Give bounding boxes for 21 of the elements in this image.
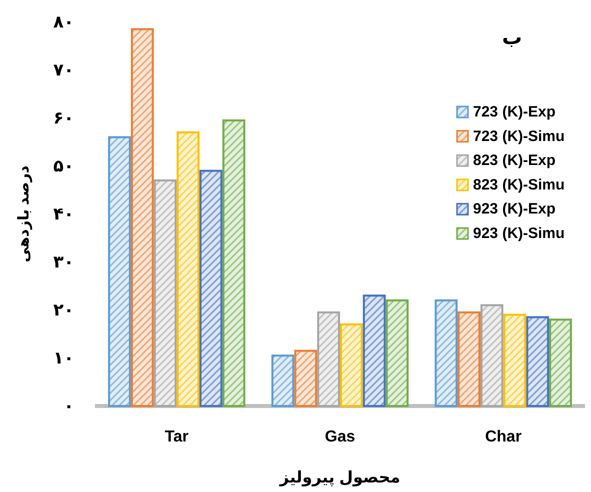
legend-label: 923 (K)-Simu	[473, 225, 565, 242]
y-tick-label: ۵۰	[53, 156, 74, 176]
legend-label: 723 (K)-Exp	[473, 104, 556, 120]
x-tick-label: Char	[485, 428, 522, 446]
legend-label: 923 (K)-Exp	[473, 200, 556, 218]
legend-label: 823 (K)-Exp	[473, 152, 556, 170]
y-tick-label: ۳۰	[53, 252, 74, 272]
y-tick-label: ۲۰	[53, 300, 74, 320]
y-tick-label: ۷۰	[53, 60, 74, 80]
y-tick-label: ۶۰	[53, 108, 74, 128]
y-tick-label: ۴۰	[53, 204, 74, 224]
legend-label: 823 (K)-Simu	[473, 176, 565, 194]
title: ب	[502, 27, 522, 49]
legend-label: 723 (K)-Simu	[473, 128, 565, 145]
x-tick-label: Gas	[324, 428, 356, 446]
y-tick-label: ۰	[64, 396, 74, 416]
y-tick-label: ۸۰	[53, 12, 74, 32]
x-axis-title: محصول پیرولیز	[280, 470, 400, 486]
x-tick-label: Tar	[164, 428, 189, 446]
y-tick-label: ۱۰	[53, 348, 74, 368]
y-axis-title: درصد بازدهی	[16, 166, 32, 262]
